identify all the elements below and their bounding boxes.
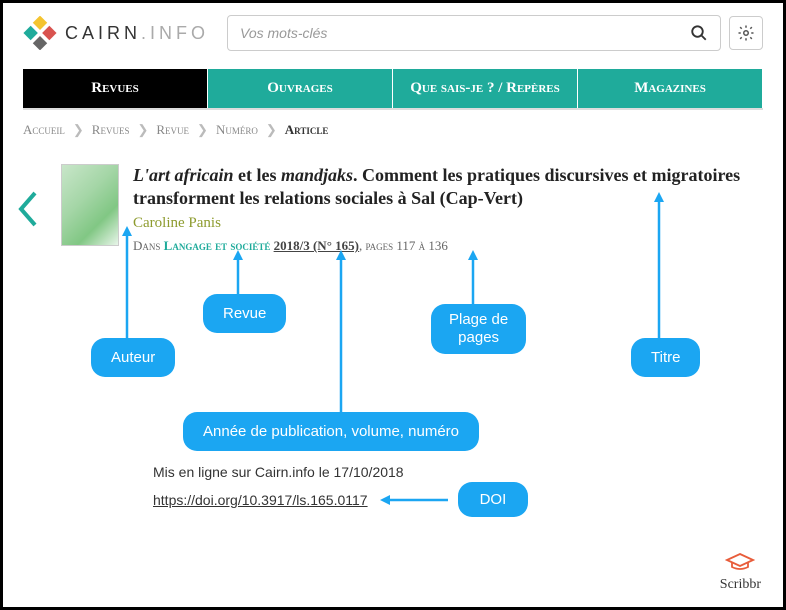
- arrow-pub: [3, 254, 786, 464]
- tab-revues[interactable]: Revues: [23, 69, 208, 108]
- crumb-article[interactable]: Article: [285, 122, 329, 138]
- issue-link[interactable]: 2018/3 (N° 165): [274, 238, 359, 253]
- tab-quesaisje[interactable]: Que sais-je ? / Repères: [393, 69, 578, 108]
- article-meta-line: Dans Langage et société 2018/3 (N° 165),…: [133, 238, 763, 254]
- logo[interactable]: CAIRN.INFO: [23, 16, 209, 50]
- article-meta: L'art africain et les mandjaks. Comment …: [133, 164, 763, 254]
- journal-cover-thumbnail[interactable]: [61, 164, 119, 246]
- crumb-revue[interactable]: Revue: [156, 122, 189, 138]
- gear-icon: [737, 24, 755, 42]
- crumb-accueil[interactable]: Accueil: [23, 122, 65, 138]
- brand-text: CAIRN.INFO: [65, 23, 209, 44]
- article-block: L'art africain et les mandjaks. Comment …: [3, 150, 783, 254]
- previous-arrow[interactable]: [17, 190, 39, 228]
- tab-magazines[interactable]: Magazines: [578, 69, 763, 108]
- annotation-doi: DOI: [458, 482, 529, 517]
- article-author[interactable]: Caroline Panis: [133, 215, 763, 232]
- breadcrumb: Accueil ❯ Revues ❯ Revue ❯ Numéro ❯ Arti…: [3, 110, 783, 150]
- journal-link[interactable]: Langage et société: [164, 238, 271, 253]
- chevron-right-icon: ❯: [137, 122, 148, 138]
- chevron-right-icon: ❯: [266, 122, 277, 138]
- search-icon: [690, 24, 708, 42]
- search-wrap: Vos mots-clés: [227, 15, 763, 51]
- tabs: Revues Ouvrages Que sais-je ? / Repères …: [23, 69, 763, 110]
- doi-link[interactable]: https://doi.org/10.3917/ls.165.0117: [153, 492, 368, 508]
- annotation-layer: Auteur Revue Plage depages Titre Année d…: [3, 254, 783, 464]
- chevron-right-icon: ❯: [197, 122, 208, 138]
- online-block: Mis en ligne sur Cairn.info le 17/10/201…: [3, 464, 783, 517]
- settings-button[interactable]: [729, 16, 763, 50]
- search-input[interactable]: Vos mots-clés: [227, 15, 721, 51]
- article-title: L'art africain et les mandjaks. Comment …: [133, 164, 763, 209]
- online-date: Mis en ligne sur Cairn.info le 17/10/201…: [153, 464, 763, 480]
- crumb-revues[interactable]: Revues: [92, 122, 130, 138]
- crumb-numero[interactable]: Numéro: [216, 122, 258, 138]
- header: CAIRN.INFO Vos mots-clés: [3, 3, 783, 69]
- chevron-right-icon: ❯: [73, 122, 84, 138]
- graduation-cap-icon: [725, 552, 755, 572]
- cairn-logo-icon: [23, 16, 57, 50]
- scribbr-logo: Scribbr: [720, 552, 761, 593]
- tab-ouvrages[interactable]: Ouvrages: [208, 69, 393, 108]
- arrow-doi: [378, 490, 448, 510]
